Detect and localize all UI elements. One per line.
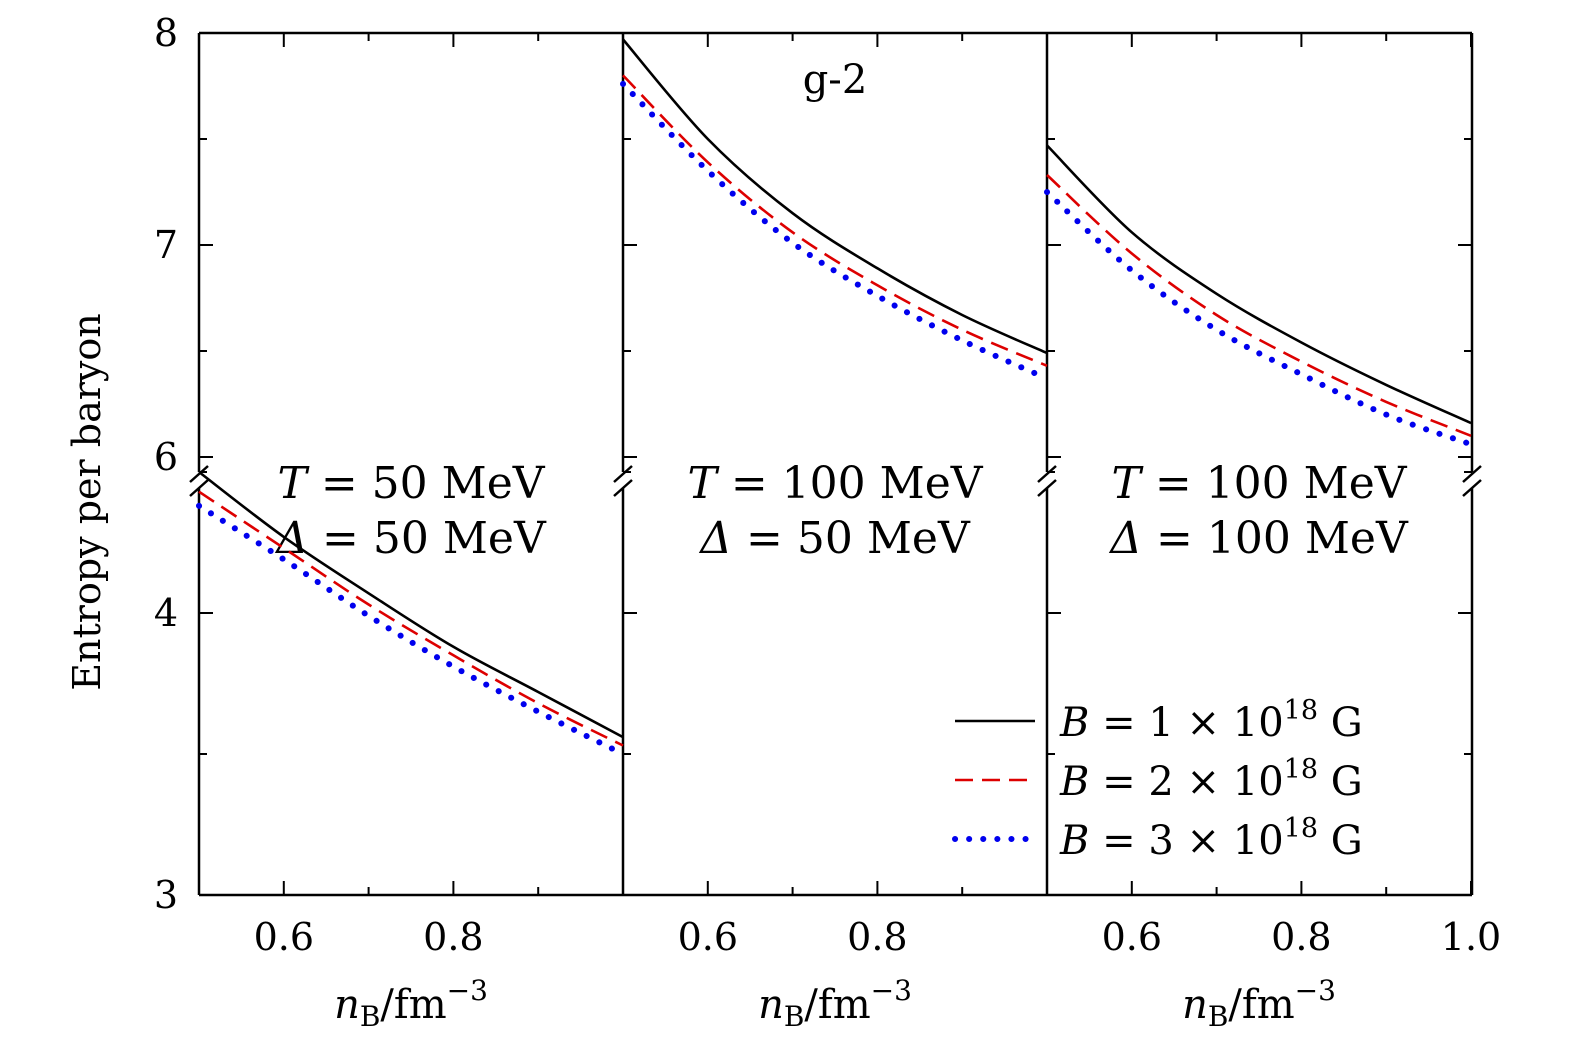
x-tick-label: 0.6 [678, 915, 738, 959]
axis-break-mark-2 [1037, 465, 1057, 497]
x-tick-label: 0.8 [847, 915, 907, 959]
y-axis-label: Entropy per baryon [65, 313, 109, 690]
series-line-2 [1046, 174, 1472, 438]
x-axis-label: nB/fm−3 [758, 974, 912, 1033]
x-tick-label: 0.6 [1102, 915, 1162, 959]
panel-annotation-line: T = 100 MeV [687, 458, 983, 509]
x-axis-label: nB/fm−3 [334, 974, 488, 1033]
chart-title: g-2 [803, 57, 868, 103]
y-tick-label: 6 [154, 435, 178, 479]
panel-annotation-line: Δ = 50 MeV [274, 513, 547, 564]
break-slash [1037, 465, 1057, 483]
y-tick-label: 8 [154, 11, 178, 55]
series-line-2 [622, 74, 1048, 367]
panel-annotation-line: T = 50 MeV [277, 458, 545, 509]
legend-label-2: B = 2 × 1018 G [1059, 754, 1363, 805]
break-slash [1462, 465, 1482, 483]
plot-frame [189, 31, 1482, 897]
axis-break-mark-3 [1462, 465, 1482, 497]
x-tick-label: 0.8 [1271, 915, 1331, 959]
series-line-3 [1044, 189, 1474, 448]
break-slash [189, 479, 209, 497]
y-tick-label: 4 [154, 591, 178, 635]
legend-label-3: B = 3 × 1018 G [1059, 813, 1363, 864]
break-slash [1462, 479, 1482, 497]
series-line-1 [1046, 144, 1472, 425]
panel-annotation-line: T = 100 MeV [1111, 458, 1407, 509]
series-line-1 [622, 38, 1048, 355]
axis-break-mark-1 [613, 465, 633, 497]
y-tick-label: 7 [154, 223, 178, 267]
break-slash [613, 479, 633, 497]
x-tick-label: 0.8 [423, 915, 483, 959]
series-line-2 [198, 490, 624, 747]
y-tick-label: 3 [154, 873, 178, 917]
panel-annotation-line: Δ = 50 MeV [698, 513, 971, 564]
series-line-3 [620, 80, 1050, 382]
series-line-3 [196, 502, 626, 757]
legend: B = 1 × 1018 G B = 2 × 1018 G B = 3 × 1018… [952, 695, 1363, 864]
legend-label-1: B = 1 × 1018 G [1059, 695, 1363, 746]
axis-break-mark-0 [189, 465, 209, 497]
panel-annotation-line: Δ = 100 MeV [1108, 513, 1409, 564]
break-slash [189, 465, 209, 483]
break-slash [1037, 479, 1057, 497]
x-tick-label: 1.0 [1441, 915, 1501, 959]
series-line-1 [198, 470, 624, 739]
x-axis-label: nB/fm−3 [1182, 974, 1336, 1033]
x-tick-label: 0.6 [254, 915, 314, 959]
break-slash [613, 465, 633, 483]
